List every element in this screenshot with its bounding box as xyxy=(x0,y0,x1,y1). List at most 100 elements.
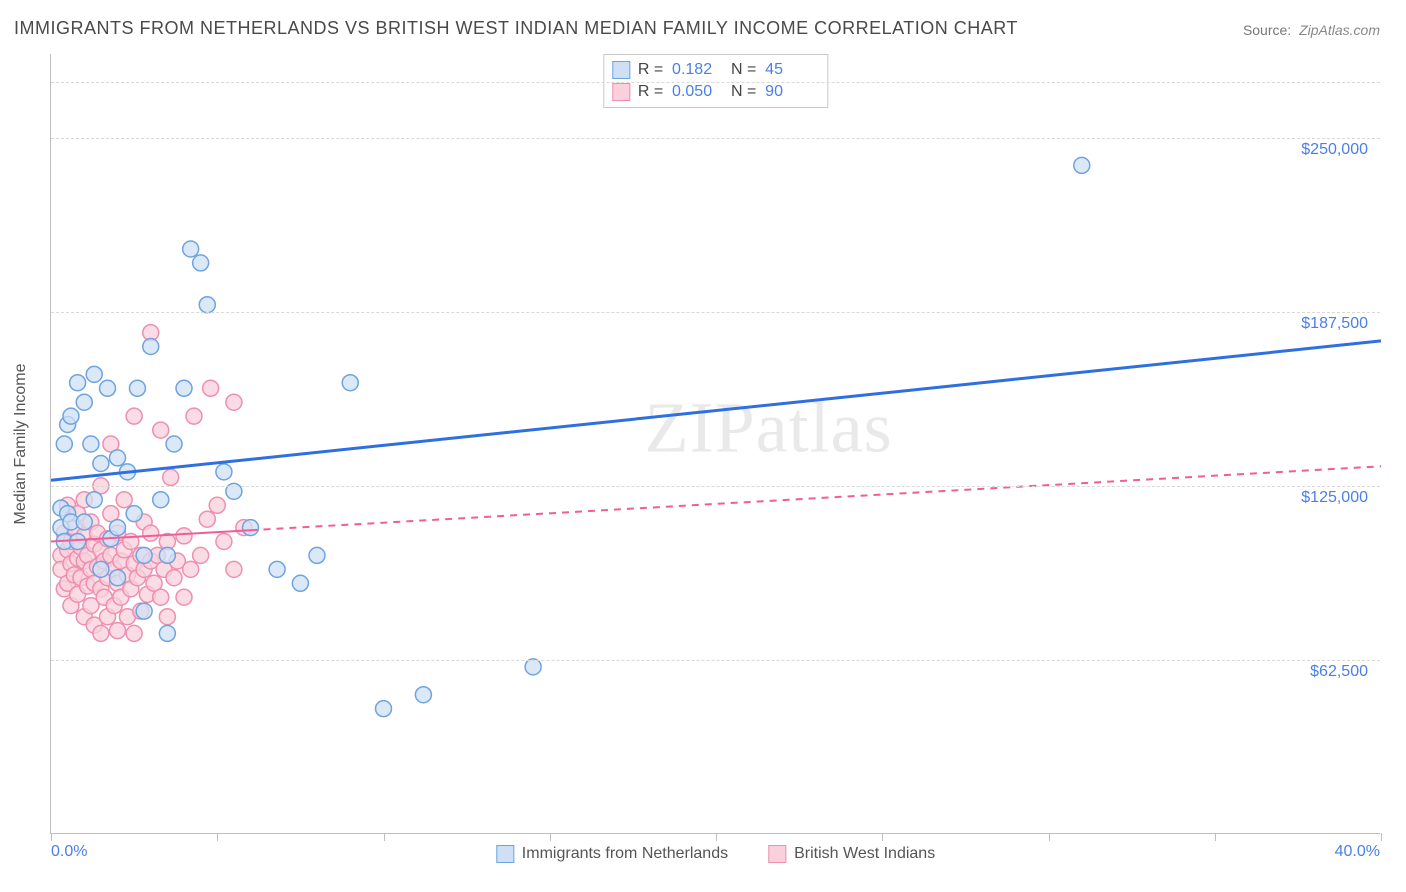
scatter-point xyxy=(203,380,219,396)
scatter-point xyxy=(106,598,122,614)
x-tick xyxy=(1381,833,1382,841)
scatter-point xyxy=(119,609,135,625)
scatter-point xyxy=(136,514,152,530)
gridline-h xyxy=(51,660,1380,661)
scatter-point xyxy=(269,561,285,577)
legend-stats-row: R = 0.050 N = 90 xyxy=(612,81,815,103)
source-label: Source: xyxy=(1243,22,1291,38)
scatter-point xyxy=(53,520,69,536)
scatter-point xyxy=(126,408,142,424)
scatter-point xyxy=(136,561,152,577)
scatter-point xyxy=(93,625,109,641)
scatter-point xyxy=(103,547,119,563)
scatter-point xyxy=(149,547,165,563)
scatter-point xyxy=(176,589,192,605)
scatter-point xyxy=(110,570,126,586)
scatter-point xyxy=(56,436,72,452)
scatter-point xyxy=(216,534,232,550)
x-tick xyxy=(550,833,551,841)
scatter-point xyxy=(193,255,209,271)
scatter-point xyxy=(110,623,126,639)
scatter-point xyxy=(159,534,175,550)
scatter-point xyxy=(126,506,142,522)
x-tick xyxy=(1215,833,1216,841)
scatter-point xyxy=(76,528,92,544)
scatter-point xyxy=(56,581,72,597)
scatter-point xyxy=(60,417,76,433)
scatter-point xyxy=(106,561,122,577)
x-tick xyxy=(217,833,218,841)
trend-line xyxy=(51,341,1381,480)
scatter-point xyxy=(93,456,109,472)
scatter-point xyxy=(156,561,172,577)
scatter-point xyxy=(133,547,149,563)
chart-plot-area: Median Family Income ZIPatlas R = 0.182 … xyxy=(50,54,1380,834)
scatter-point xyxy=(113,553,129,569)
scatter-point xyxy=(1074,157,1090,173)
scatter-point xyxy=(193,547,209,563)
scatter-point xyxy=(86,492,102,508)
scatter-point xyxy=(199,297,215,313)
y-tick-label: $62,500 xyxy=(1310,663,1368,681)
scatter-point xyxy=(126,625,142,641)
x-axis-min-label: 0.0% xyxy=(51,843,87,861)
legend-bottom: Immigrants from NetherlandsBritish West … xyxy=(496,845,935,863)
gridline-h xyxy=(51,312,1380,313)
scatter-point xyxy=(56,525,72,541)
scatter-point xyxy=(133,603,149,619)
scatter-point xyxy=(143,553,159,569)
scatter-point xyxy=(53,500,69,516)
scatter-point xyxy=(139,586,155,602)
x-tick xyxy=(1049,833,1050,841)
source-attribution: Source: ZipAtlas.com xyxy=(1243,22,1380,38)
scatter-point xyxy=(80,547,96,563)
trend-line-dashed xyxy=(251,466,1382,530)
scatter-point xyxy=(100,570,116,586)
scatter-point xyxy=(159,547,175,563)
scatter-point xyxy=(123,581,139,597)
scatter-point xyxy=(100,609,116,625)
legend-stats-text: R = 0.050 N = 90 xyxy=(638,81,815,103)
scatter-point xyxy=(129,380,145,396)
scatter-point xyxy=(143,339,159,355)
scatter-point xyxy=(123,534,139,550)
scatter-point xyxy=(103,506,119,522)
scatter-point xyxy=(146,575,162,591)
gridline-h xyxy=(51,82,1380,83)
x-tick xyxy=(51,833,52,841)
scatter-point xyxy=(159,625,175,641)
scatter-point xyxy=(153,589,169,605)
scatter-point xyxy=(110,525,126,541)
x-tick xyxy=(384,833,385,841)
scatter-point xyxy=(70,550,86,566)
scatter-point xyxy=(80,578,96,594)
scatter-point xyxy=(119,464,135,480)
source-value: ZipAtlas.com xyxy=(1299,22,1380,38)
chart-title: IMMIGRANTS FROM NETHERLANDS VS BRITISH W… xyxy=(14,18,1018,39)
scatter-point xyxy=(53,561,69,577)
legend-swatch xyxy=(768,845,786,863)
scatter-point xyxy=(183,241,199,257)
scatter-point xyxy=(309,547,325,563)
scatter-point xyxy=(86,617,102,633)
legend-swatch xyxy=(612,83,630,101)
scatter-point xyxy=(103,531,119,547)
scatter-point xyxy=(159,609,175,625)
scatter-point xyxy=(63,534,79,550)
legend-label: Immigrants from Netherlands xyxy=(522,845,728,863)
x-tick xyxy=(882,833,883,841)
scatter-point xyxy=(143,325,159,341)
scatter-point xyxy=(66,520,82,536)
scatter-point xyxy=(70,375,86,391)
scatter-point xyxy=(113,589,129,605)
scatter-point xyxy=(86,536,102,552)
scatter-point xyxy=(143,525,159,541)
scatter-point xyxy=(70,506,86,522)
scatter-point xyxy=(226,394,242,410)
scatter-point xyxy=(93,542,109,558)
scatter-point xyxy=(103,436,119,452)
scatter-point xyxy=(110,450,126,466)
scatter-point xyxy=(60,506,76,522)
scatter-point xyxy=(76,609,92,625)
y-tick-label: $125,000 xyxy=(1301,489,1368,507)
